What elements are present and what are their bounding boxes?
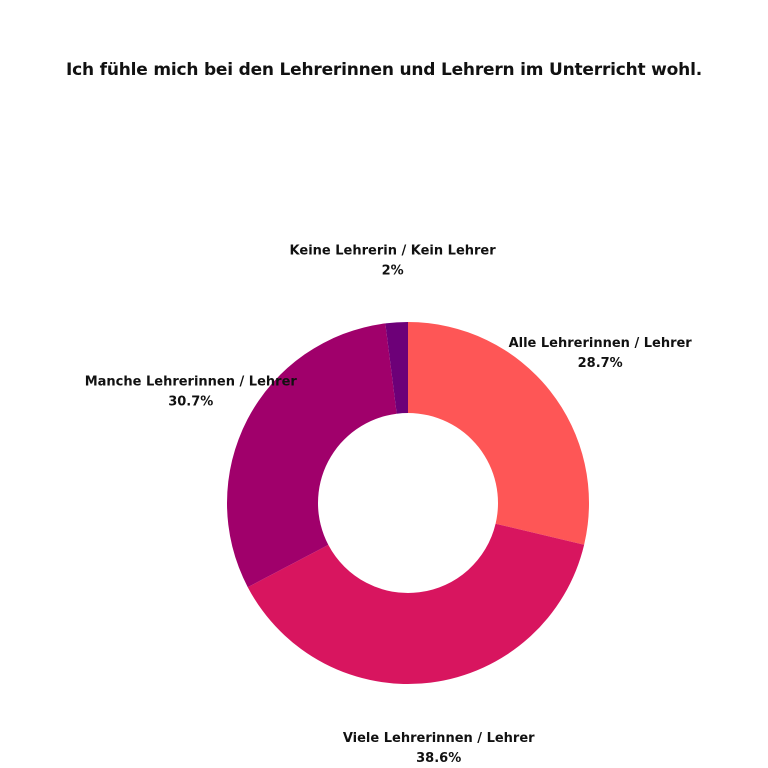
slice-label-alle-lehrerinnen-lehrer: Alle Lehrerinnen / Lehrer 28.7% [509, 336, 693, 371]
slice-label-manche-lehrerinnen-lehrer: Manche Lehrerinnen / Lehrer 30.7% [85, 375, 298, 410]
slice-label-keine-lehrerin-kein-lehrer: Keine Lehrerin / Kein Lehrer 2% [290, 243, 497, 278]
slice-viele-lehrerinnen-lehrer [247, 523, 585, 685]
slice-manche-lehrerinnen-lehrer [227, 323, 397, 588]
slice-label-value: 38.6% [416, 751, 461, 766]
slice-labels: Alle Lehrerinnen / Lehrer 28.7% Viele Lehr… [85, 243, 693, 766]
slice-label-name: Manche Lehrerinnen / Lehrer [85, 375, 298, 390]
slice-alle-lehrerinnen-lehrer [408, 322, 589, 545]
donut-slices [227, 322, 589, 685]
slice-keine-lehrerin-kein-lehrer [385, 322, 408, 414]
slice-label-name: Viele Lehrerinnen / Lehrer [343, 731, 535, 746]
slice-label-value: 30.7% [168, 395, 213, 410]
chart-title: Ich fühle mich bei den Lehrerinnen und L… [66, 60, 702, 80]
slice-label-name: Keine Lehrerin / Kein Lehrer [290, 243, 497, 258]
slice-label-value: 28.7% [578, 356, 623, 371]
slice-label-viele-lehrerinnen-lehrer: Viele Lehrerinnen / Lehrer 38.6% [343, 731, 535, 766]
slice-label-value: 2% [382, 263, 404, 278]
slice-label-name: Alle Lehrerinnen / Lehrer [509, 336, 693, 351]
